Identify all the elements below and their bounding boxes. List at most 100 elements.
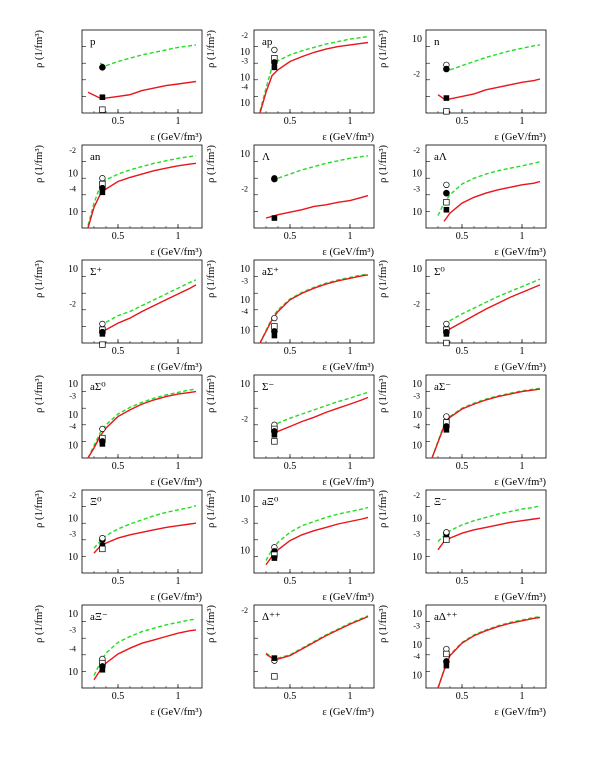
x-tick-label: 0.5	[284, 346, 297, 357]
panel-10: 0.5 1 10 -2 ε (GeV/fm³) ρ (1/fm³) Σ⁻	[206, 375, 374, 488]
x-tick-label: 1	[348, 576, 353, 587]
panel-15: 0.5 1 10 -3 -4 10 ε (GeV/fm³) ρ (1/fm³) aΞ⁻	[34, 605, 202, 718]
x-tick-label: 0.5	[456, 691, 469, 702]
marker-open-square	[443, 536, 450, 543]
y-tick-label: -3	[241, 276, 248, 285]
marker-filled-square	[271, 431, 278, 438]
x-tick-label: 0.5	[284, 576, 297, 587]
x-axis-label: ε (GeV/fm³)	[494, 707, 546, 718]
marker-open-circle	[443, 413, 450, 420]
x-tick-label: 1	[348, 461, 353, 472]
panel-14: 0.5 1 -2 10 -3 10 ε (GeV/fm³) ρ (1/fm³) Ξ⁻	[378, 490, 546, 603]
y-tick-label: 10	[412, 264, 422, 275]
series-line-solid	[259, 41, 369, 114]
panel-label: n	[434, 36, 440, 48]
series-line-solid	[431, 388, 541, 459]
panel-label: Ξ⁻	[434, 496, 447, 508]
y-tick-label: 10	[68, 513, 78, 524]
y-tick-label: 10	[240, 98, 250, 109]
x-tick-label: 1	[176, 576, 181, 587]
y-tick-label: -3	[413, 530, 420, 539]
y-tick-label: 10	[240, 494, 250, 505]
series-line-solid	[443, 284, 541, 333]
panel-label: Λ	[262, 151, 270, 163]
y-tick-label: 10	[240, 379, 250, 390]
panel-label: aΔ⁺⁺	[434, 611, 458, 623]
marker-open-square	[99, 341, 106, 348]
y-tick-label: -2	[69, 491, 76, 500]
series-line-solid	[87, 162, 197, 229]
y-tick-label: -4	[241, 307, 248, 316]
series-line-solid	[437, 517, 541, 551]
marker-filled-square	[99, 666, 106, 673]
series-line-dashed	[87, 388, 197, 459]
x-axis-label: ε (GeV/fm³)	[322, 707, 374, 718]
panel-12: 0.5 1 -2 10 -3 10 ε (GeV/fm³) ρ (1/fm³) Ξ⁰	[34, 490, 202, 603]
marker-open-circle	[443, 320, 450, 328]
x-axis-label: ε (GeV/fm³)	[322, 362, 374, 373]
y-tick-label: -3	[69, 391, 76, 400]
panel-label: aΣ⁻	[434, 381, 451, 393]
panel-label: p	[90, 36, 96, 48]
x-tick-label: 0.5	[456, 461, 469, 472]
marker-open-square	[443, 199, 450, 206]
series-line-dashed	[259, 273, 369, 344]
panel-8: 0.5 1 10 -2 ε (GeV/fm³) ρ (1/fm³) Σ⁰	[378, 260, 546, 373]
y-tick-label: -2	[413, 70, 420, 79]
y-axis-label: ρ (1/fm³)	[34, 30, 45, 68]
y-tick-label: -2	[241, 31, 248, 40]
series-line-dashed	[93, 618, 197, 676]
panel-2: 0.5 1 10 -2 ε (GeV/fm³) ρ (1/fm³) n	[378, 30, 546, 143]
x-tick-label: 0.5	[112, 691, 125, 702]
marker-open-circle	[99, 175, 106, 182]
marker-filled-square	[443, 206, 450, 213]
x-tick-label: 1	[348, 691, 353, 702]
y-tick-label: 10	[68, 379, 78, 390]
y-axis-label: ρ (1/fm³)	[206, 605, 217, 643]
marker-filled-circle	[271, 59, 278, 66]
x-axis-label: ε (GeV/fm³)	[322, 477, 374, 488]
series-line-solid	[437, 78, 541, 100]
y-tick-label: 10	[68, 609, 78, 620]
series-line-solid	[87, 390, 197, 459]
y-tick-label: 10	[240, 326, 250, 337]
series-line-solid	[265, 194, 369, 219]
series-line-dashed	[87, 155, 197, 226]
series-line-dashed	[265, 615, 369, 659]
panel-13: 0.5 1 10 -3 10 ε (GeV/fm³) ρ (1/fm³) aΞ⁰	[206, 490, 374, 603]
series-line-dashed	[259, 35, 369, 112]
x-tick-label: 1	[520, 576, 525, 587]
marker-filled-square	[271, 555, 278, 561]
y-tick-label: -3	[69, 625, 76, 634]
x-tick-label: 0.5	[456, 576, 469, 587]
panel-label: aΣ⁺	[262, 266, 279, 278]
y-axis-label: ρ (1/fm³)	[206, 490, 217, 528]
y-axis-label: ρ (1/fm³)	[206, 375, 217, 413]
x-tick-label: 0.5	[284, 116, 297, 127]
y-tick-label: -3	[241, 57, 248, 66]
y-tick-label: 10	[68, 207, 78, 218]
y-tick-label: 10	[412, 379, 422, 390]
x-tick-label: 1	[176, 116, 181, 127]
x-axis-label: ε (GeV/fm³)	[322, 592, 374, 603]
marker-filled-square	[271, 64, 278, 71]
marker-filled-square	[443, 331, 450, 337]
marker-open-circle	[99, 320, 106, 328]
panel-4: 0.5 1 10 -2 ε (GeV/fm³) ρ (1/fm³) Λ	[206, 145, 374, 258]
marker-filled-square	[443, 662, 450, 669]
x-tick-label: 0.5	[284, 461, 297, 472]
y-axis-label: ρ (1/fm³)	[378, 260, 389, 298]
marker-open-square	[271, 673, 278, 680]
y-tick-label: -4	[413, 652, 420, 661]
marker-open-square	[99, 545, 106, 553]
y-tick-label: -2	[69, 146, 76, 155]
x-tick-label: 0.5	[112, 576, 125, 587]
x-tick-label: 1	[176, 346, 181, 357]
marker-open-circle	[443, 529, 450, 536]
y-tick-label: 10	[240, 47, 250, 58]
series-line-solid	[265, 516, 369, 566]
y-axis-label: ρ (1/fm³)	[206, 260, 217, 298]
